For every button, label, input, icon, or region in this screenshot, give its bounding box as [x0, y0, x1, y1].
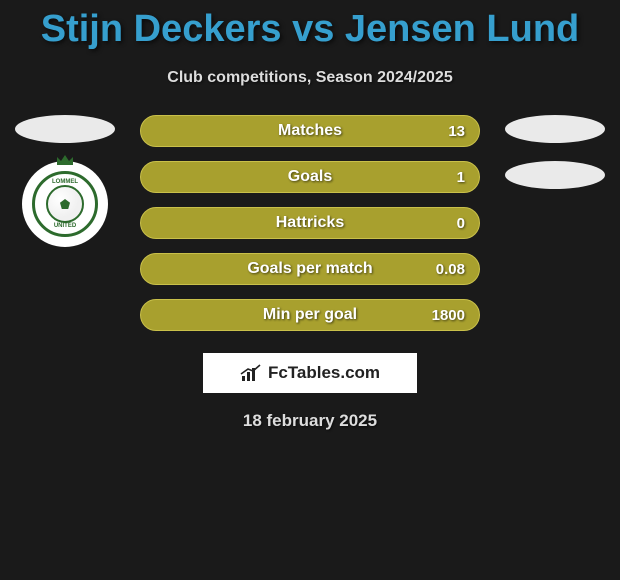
stat-label: Hattricks [195, 214, 425, 232]
stat-value-right: 1 [425, 169, 465, 186]
crown-icon [55, 153, 75, 165]
soccer-ball-icon [46, 185, 84, 223]
badge-ring: LOMMEL UNITED [32, 171, 98, 237]
badge-text-bottom: UNITED [35, 223, 95, 229]
stat-label: Matches [195, 122, 425, 140]
page-title: Stijn Deckers vs Jensen Lund [0, 0, 620, 51]
stats-area: LOMMEL UNITED Matches 13 Goals 1 [0, 115, 620, 331]
logo-text: FcTables.com [268, 363, 380, 383]
stat-value-right: 0.08 [425, 261, 465, 278]
stat-row-hattricks: Hattricks 0 [140, 207, 480, 239]
stat-value-right: 13 [425, 123, 465, 140]
stat-row-min-per-goal: Min per goal 1800 [140, 299, 480, 331]
date-label: 18 february 2025 [0, 411, 620, 431]
stat-row-matches: Matches 13 [140, 115, 480, 147]
stat-label: Goals [195, 168, 425, 186]
stat-label: Goals per match [195, 260, 425, 278]
stat-label: Min per goal [195, 306, 425, 324]
stat-row-goals: Goals 1 [140, 161, 480, 193]
right-club-placeholder [505, 161, 605, 189]
source-logo: FcTables.com [203, 353, 417, 393]
barchart-icon [240, 364, 262, 382]
left-flag-placeholder [15, 115, 115, 143]
right-player-column [500, 115, 610, 189]
left-player-column: LOMMEL UNITED [10, 115, 120, 247]
stat-bars: Matches 13 Goals 1 Hattricks 0 Goals per… [140, 115, 480, 331]
comparison-card: Stijn Deckers vs Jensen Lund Club compet… [0, 0, 620, 580]
stat-row-goals-per-match: Goals per match 0.08 [140, 253, 480, 285]
right-flag-placeholder [505, 115, 605, 143]
left-club-badge: LOMMEL UNITED [22, 161, 108, 247]
stat-value-right: 0 [425, 215, 465, 232]
stat-value-right: 1800 [425, 307, 465, 324]
subtitle: Club competitions, Season 2024/2025 [0, 69, 620, 87]
